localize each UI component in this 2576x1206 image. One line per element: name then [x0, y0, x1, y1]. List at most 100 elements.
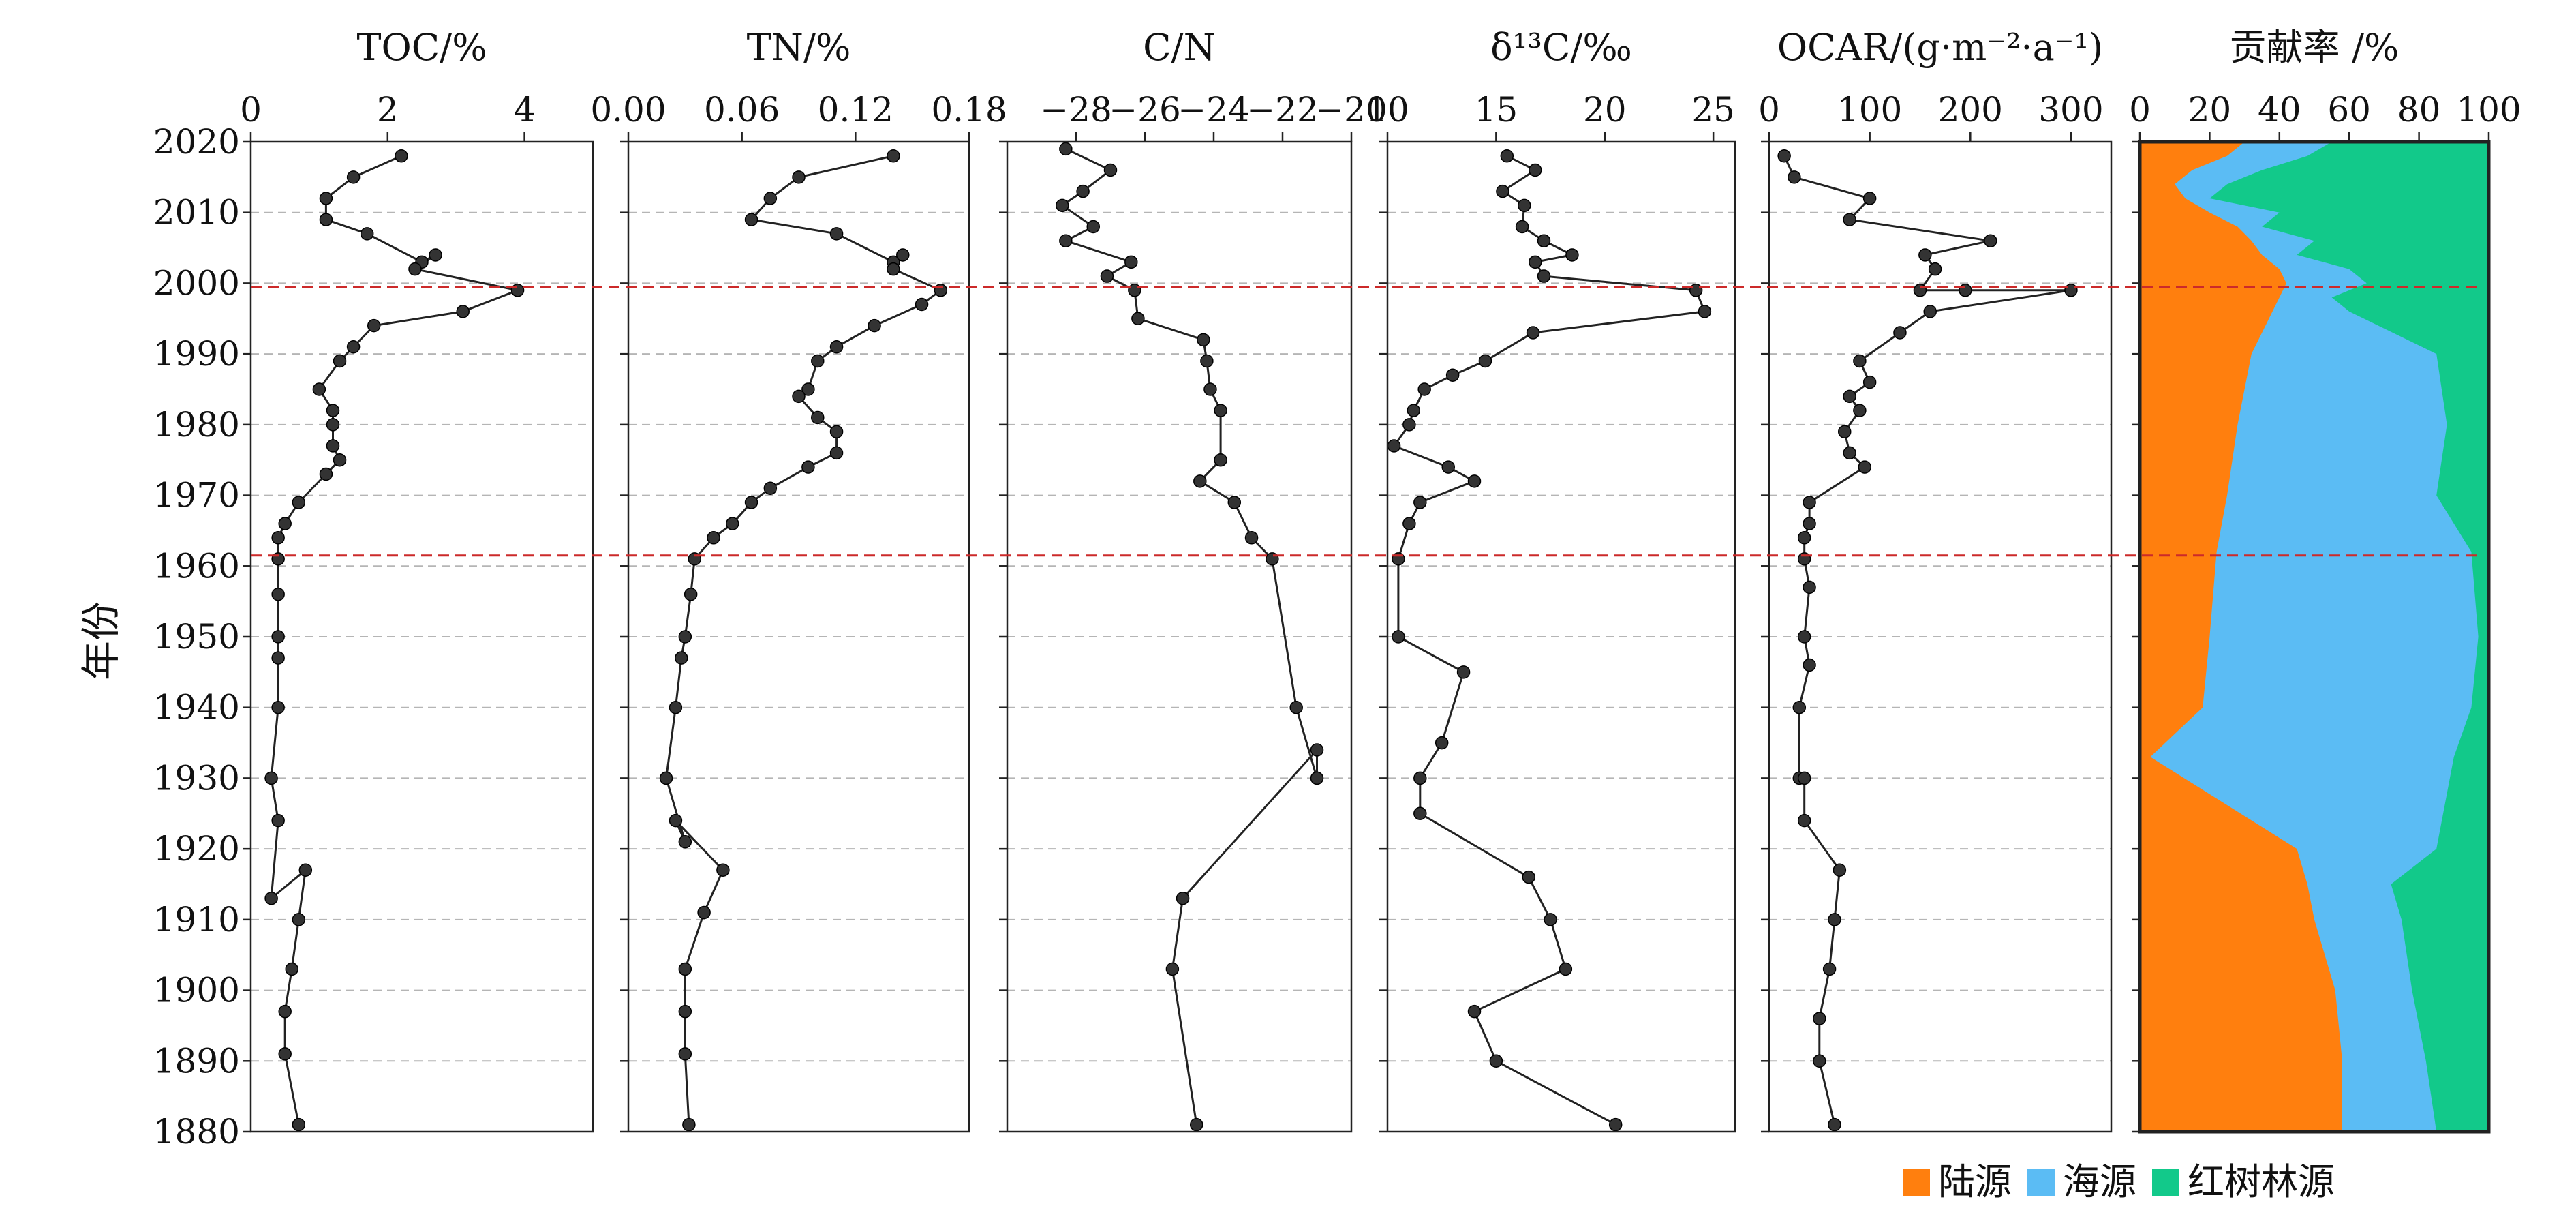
data-point	[1103, 163, 1118, 177]
data-point	[1843, 389, 1856, 404]
data-point	[1559, 962, 1573, 976]
data-point	[887, 262, 900, 276]
data-point	[1402, 517, 1416, 530]
data-point	[1310, 743, 1324, 757]
data-point	[1176, 891, 1190, 905]
x-tick-label: 100	[1837, 90, 1902, 130]
panel-title: C/N	[1143, 26, 1216, 69]
data-point	[1227, 496, 1242, 509]
data-point	[1843, 213, 1856, 226]
data-point	[1478, 354, 1492, 368]
data-point	[1529, 255, 1542, 269]
data-point	[763, 481, 778, 495]
data-point	[326, 439, 340, 453]
data-point	[669, 700, 683, 714]
data-point	[278, 1047, 292, 1061]
data-point	[1522, 870, 1535, 884]
data-point	[429, 248, 442, 262]
data-point	[1797, 531, 1811, 545]
data-point	[1698, 305, 1712, 318]
data-point	[1813, 1054, 1826, 1068]
data-point	[1544, 913, 1557, 926]
y-tick-label: 1920	[153, 829, 240, 869]
panel-1: 0 2 4 TOC/%	[240, 26, 594, 1133]
panel-2: 0.00 0.06 0.12 0.18 TN/%	[590, 26, 1007, 1133]
y-tick-label: 1880	[153, 1112, 240, 1151]
y-tick-label: 2010	[153, 193, 240, 232]
data-point	[1803, 658, 1816, 672]
data-point	[319, 192, 333, 205]
data-point	[1862, 375, 1877, 389]
panel-title: TOC/%	[356, 26, 487, 69]
data-point	[915, 297, 929, 312]
data-point	[1803, 580, 1816, 594]
x-tick-label: 20	[1583, 90, 1627, 130]
data-point	[1214, 453, 1227, 467]
data-point	[319, 213, 333, 226]
panel-frame	[1386, 140, 1736, 1133]
data-point	[1076, 184, 1090, 198]
data-point	[1797, 813, 1811, 828]
data-point	[333, 354, 347, 368]
data-point	[868, 318, 881, 333]
data-point	[726, 517, 739, 530]
data-point	[675, 651, 688, 665]
data-point	[1496, 184, 1509, 198]
panel-title: TN/%	[747, 26, 851, 69]
data-point	[716, 863, 730, 877]
x-tick-label: 20	[2188, 90, 2232, 130]
data-point	[1441, 460, 1455, 474]
data-point	[1124, 255, 1138, 269]
data-point	[1518, 198, 1531, 213]
data-point	[1413, 496, 1427, 509]
data-point	[1056, 198, 1069, 213]
data-point	[1059, 234, 1073, 247]
panel-title: OCAR/(g·m⁻²·a⁻¹)	[1777, 26, 2103, 69]
y-tick-label: 2020	[153, 122, 240, 162]
panel-3: −28−26−24−22−20 C/N	[999, 26, 1387, 1133]
x-tick-label: 0	[2129, 90, 2151, 130]
y-axis-title: 年份	[78, 601, 124, 680]
data-point	[1190, 1117, 1203, 1132]
x-tick-label: 0.18	[931, 90, 1007, 130]
data-point	[678, 962, 692, 976]
data-point	[1456, 665, 1471, 679]
data-point	[678, 1004, 692, 1019]
data-point	[292, 496, 306, 509]
data-point	[684, 588, 698, 601]
data-point	[887, 149, 900, 163]
data-point	[395, 149, 408, 163]
y-tick-label: 1940	[153, 688, 240, 727]
data-point	[456, 305, 470, 318]
data-point	[1086, 220, 1100, 234]
legend-label: 陆源	[1938, 1160, 2012, 1203]
data-point	[1407, 404, 1420, 417]
data-point	[1467, 474, 1482, 488]
data-point	[792, 389, 806, 404]
data-point	[319, 467, 333, 481]
x-tick-label: 10	[1366, 90, 1409, 130]
data-point	[264, 891, 278, 905]
data-point	[744, 496, 758, 509]
x-tick-label: −28	[1040, 90, 1112, 130]
x-tick-label: 0.12	[818, 90, 893, 130]
data-point	[1803, 517, 1816, 530]
data-point	[1197, 333, 1210, 347]
data-point	[1515, 220, 1529, 234]
data-point	[271, 531, 285, 545]
data-point	[1858, 460, 1872, 474]
x-tick-label: −22	[1246, 90, 1319, 130]
data-point	[1788, 170, 1801, 184]
data-point	[744, 213, 758, 226]
data-point	[1500, 149, 1514, 163]
y-tick-label: 1980	[153, 405, 240, 444]
data-point	[1792, 700, 1807, 714]
data-point	[1797, 771, 1811, 785]
data-point	[669, 813, 683, 828]
data-point	[1984, 234, 1997, 247]
legend-swatch	[2027, 1169, 2055, 1196]
data-point	[1529, 163, 1542, 177]
data-point	[763, 192, 778, 205]
